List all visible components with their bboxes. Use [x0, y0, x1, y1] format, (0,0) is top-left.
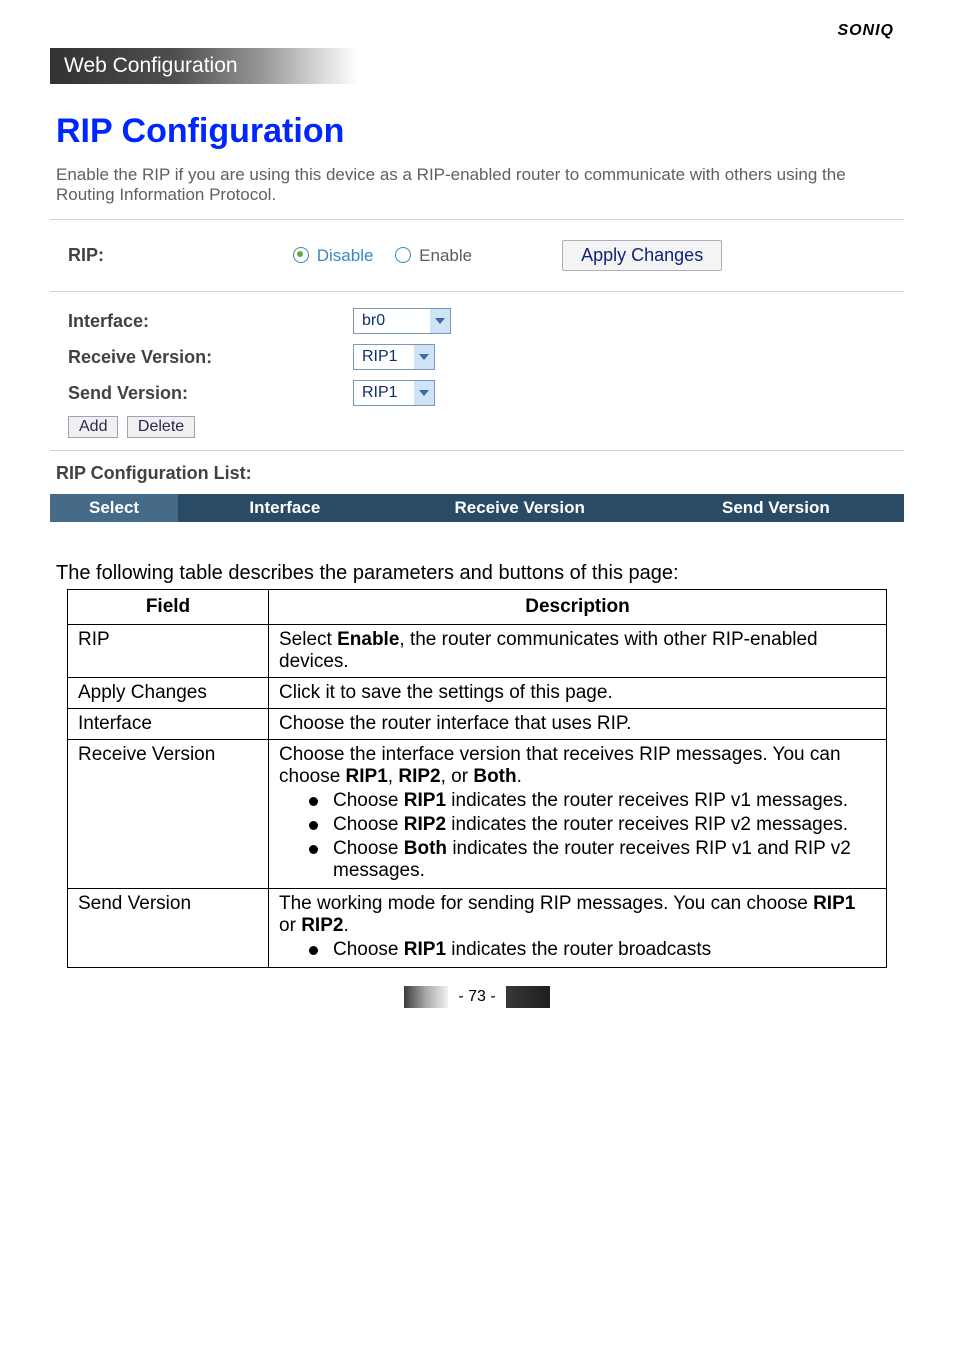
radio-enable[interactable]: Enable: [395, 246, 472, 266]
cell-field: Interface: [68, 709, 269, 740]
table-intro: The following table describes the parame…: [50, 562, 904, 589]
table-header-row: Field Description: [68, 590, 887, 625]
receive-version-select[interactable]: RIP1: [353, 344, 435, 370]
col-select: Select: [50, 494, 178, 522]
list-title: RIP Configuration List:: [50, 451, 904, 494]
bullet-list: Choose RIP1 indicates the router receive…: [279, 790, 876, 882]
col-send-version: Send Version: [648, 494, 904, 522]
add-button[interactable]: Add: [68, 416, 118, 438]
chevron-down-icon: [414, 381, 434, 405]
rip-config-panel: RIP Configuration Enable the RIP if you …: [50, 112, 904, 522]
interface-value: br0: [354, 312, 430, 330]
list-item: Choose RIP1 indicates the router receive…: [279, 790, 876, 812]
bullet-list: Choose RIP1 indicates the router broadca…: [279, 939, 876, 961]
radio-checked-icon: [293, 247, 309, 263]
receive-version-row: Receive Version: RIP1: [68, 344, 894, 370]
radio-disable[interactable]: Disable: [293, 246, 373, 266]
chevron-down-icon: [414, 345, 434, 369]
cell-desc: Click it to save the settings of this pa…: [269, 678, 887, 709]
panel-description: Enable the RIP if you are using this dev…: [50, 165, 904, 220]
th-field: Field: [68, 590, 269, 625]
delete-button[interactable]: Delete: [127, 416, 195, 438]
interface-select[interactable]: br0: [353, 308, 451, 334]
cell-field: RIP: [68, 625, 269, 678]
list-item: Choose RIP1 indicates the router broadca…: [279, 939, 876, 961]
table-row: Receive Version Choose the interface ver…: [68, 740, 887, 889]
cell-field: Send Version: [68, 889, 269, 968]
col-interface: Interface: [178, 494, 392, 522]
page-number: - 73 -: [448, 988, 505, 1006]
cell-desc: Choose the interface version that receiv…: [269, 740, 887, 889]
page-footer: - 73 -: [50, 986, 904, 1008]
radio-disable-label: Disable: [317, 246, 374, 265]
col-receive-version: Receive Version: [392, 494, 648, 522]
table-row: Interface Choose the router interface th…: [68, 709, 887, 740]
table-row: Apply Changes Click it to save the setti…: [68, 678, 887, 709]
radio-unchecked-icon: [395, 247, 411, 263]
send-version-row: Send Version: RIP1: [68, 380, 894, 406]
table-row: RIP Select Enable, the router communicat…: [68, 625, 887, 678]
chevron-down-icon: [430, 309, 450, 333]
interface-label: Interface:: [68, 311, 353, 332]
receive-version-value: RIP1: [354, 348, 414, 366]
cell-desc: The working mode for sending RIP message…: [269, 889, 887, 968]
interface-row: Interface: br0: [68, 308, 894, 334]
cell-field: Receive Version: [68, 740, 269, 889]
footer-decor-left: [404, 986, 448, 1008]
apply-changes-button[interactable]: Apply Changes: [562, 240, 722, 271]
rip-radio-group: Disable Enable: [293, 246, 472, 266]
panel-title: RIP Configuration: [50, 112, 904, 151]
brand-logo: SONIQ: [837, 22, 894, 40]
button-row: Add Delete: [68, 416, 894, 438]
rip-label: RIP:: [68, 245, 293, 266]
radio-enable-label: Enable: [419, 246, 472, 265]
receive-version-label: Receive Version:: [68, 347, 353, 368]
send-version-value: RIP1: [354, 384, 414, 402]
cell-desc: Choose the router interface that uses RI…: [269, 709, 887, 740]
list-item: Choose RIP2 indicates the router receive…: [279, 814, 876, 836]
cell-desc: Select Enable, the router communicates w…: [269, 625, 887, 678]
description-table: Field Description RIP Select Enable, the…: [67, 589, 887, 968]
list-item: Choose Both indicates the router receive…: [279, 838, 876, 882]
table-row: Send Version The working mode for sendin…: [68, 889, 887, 968]
th-description: Description: [269, 590, 887, 625]
footer-decor-right: [506, 986, 550, 1008]
section-header: Web Configuration: [50, 48, 358, 84]
send-version-label: Send Version:: [68, 383, 353, 404]
list-header: Select Interface Receive Version Send Ve…: [50, 494, 904, 522]
send-version-select[interactable]: RIP1: [353, 380, 435, 406]
form-area: Interface: br0 Receive Version: RIP1 Sen…: [50, 292, 904, 451]
rip-row: RIP: Disable Enable Apply Changes: [50, 220, 904, 292]
cell-field: Apply Changes: [68, 678, 269, 709]
